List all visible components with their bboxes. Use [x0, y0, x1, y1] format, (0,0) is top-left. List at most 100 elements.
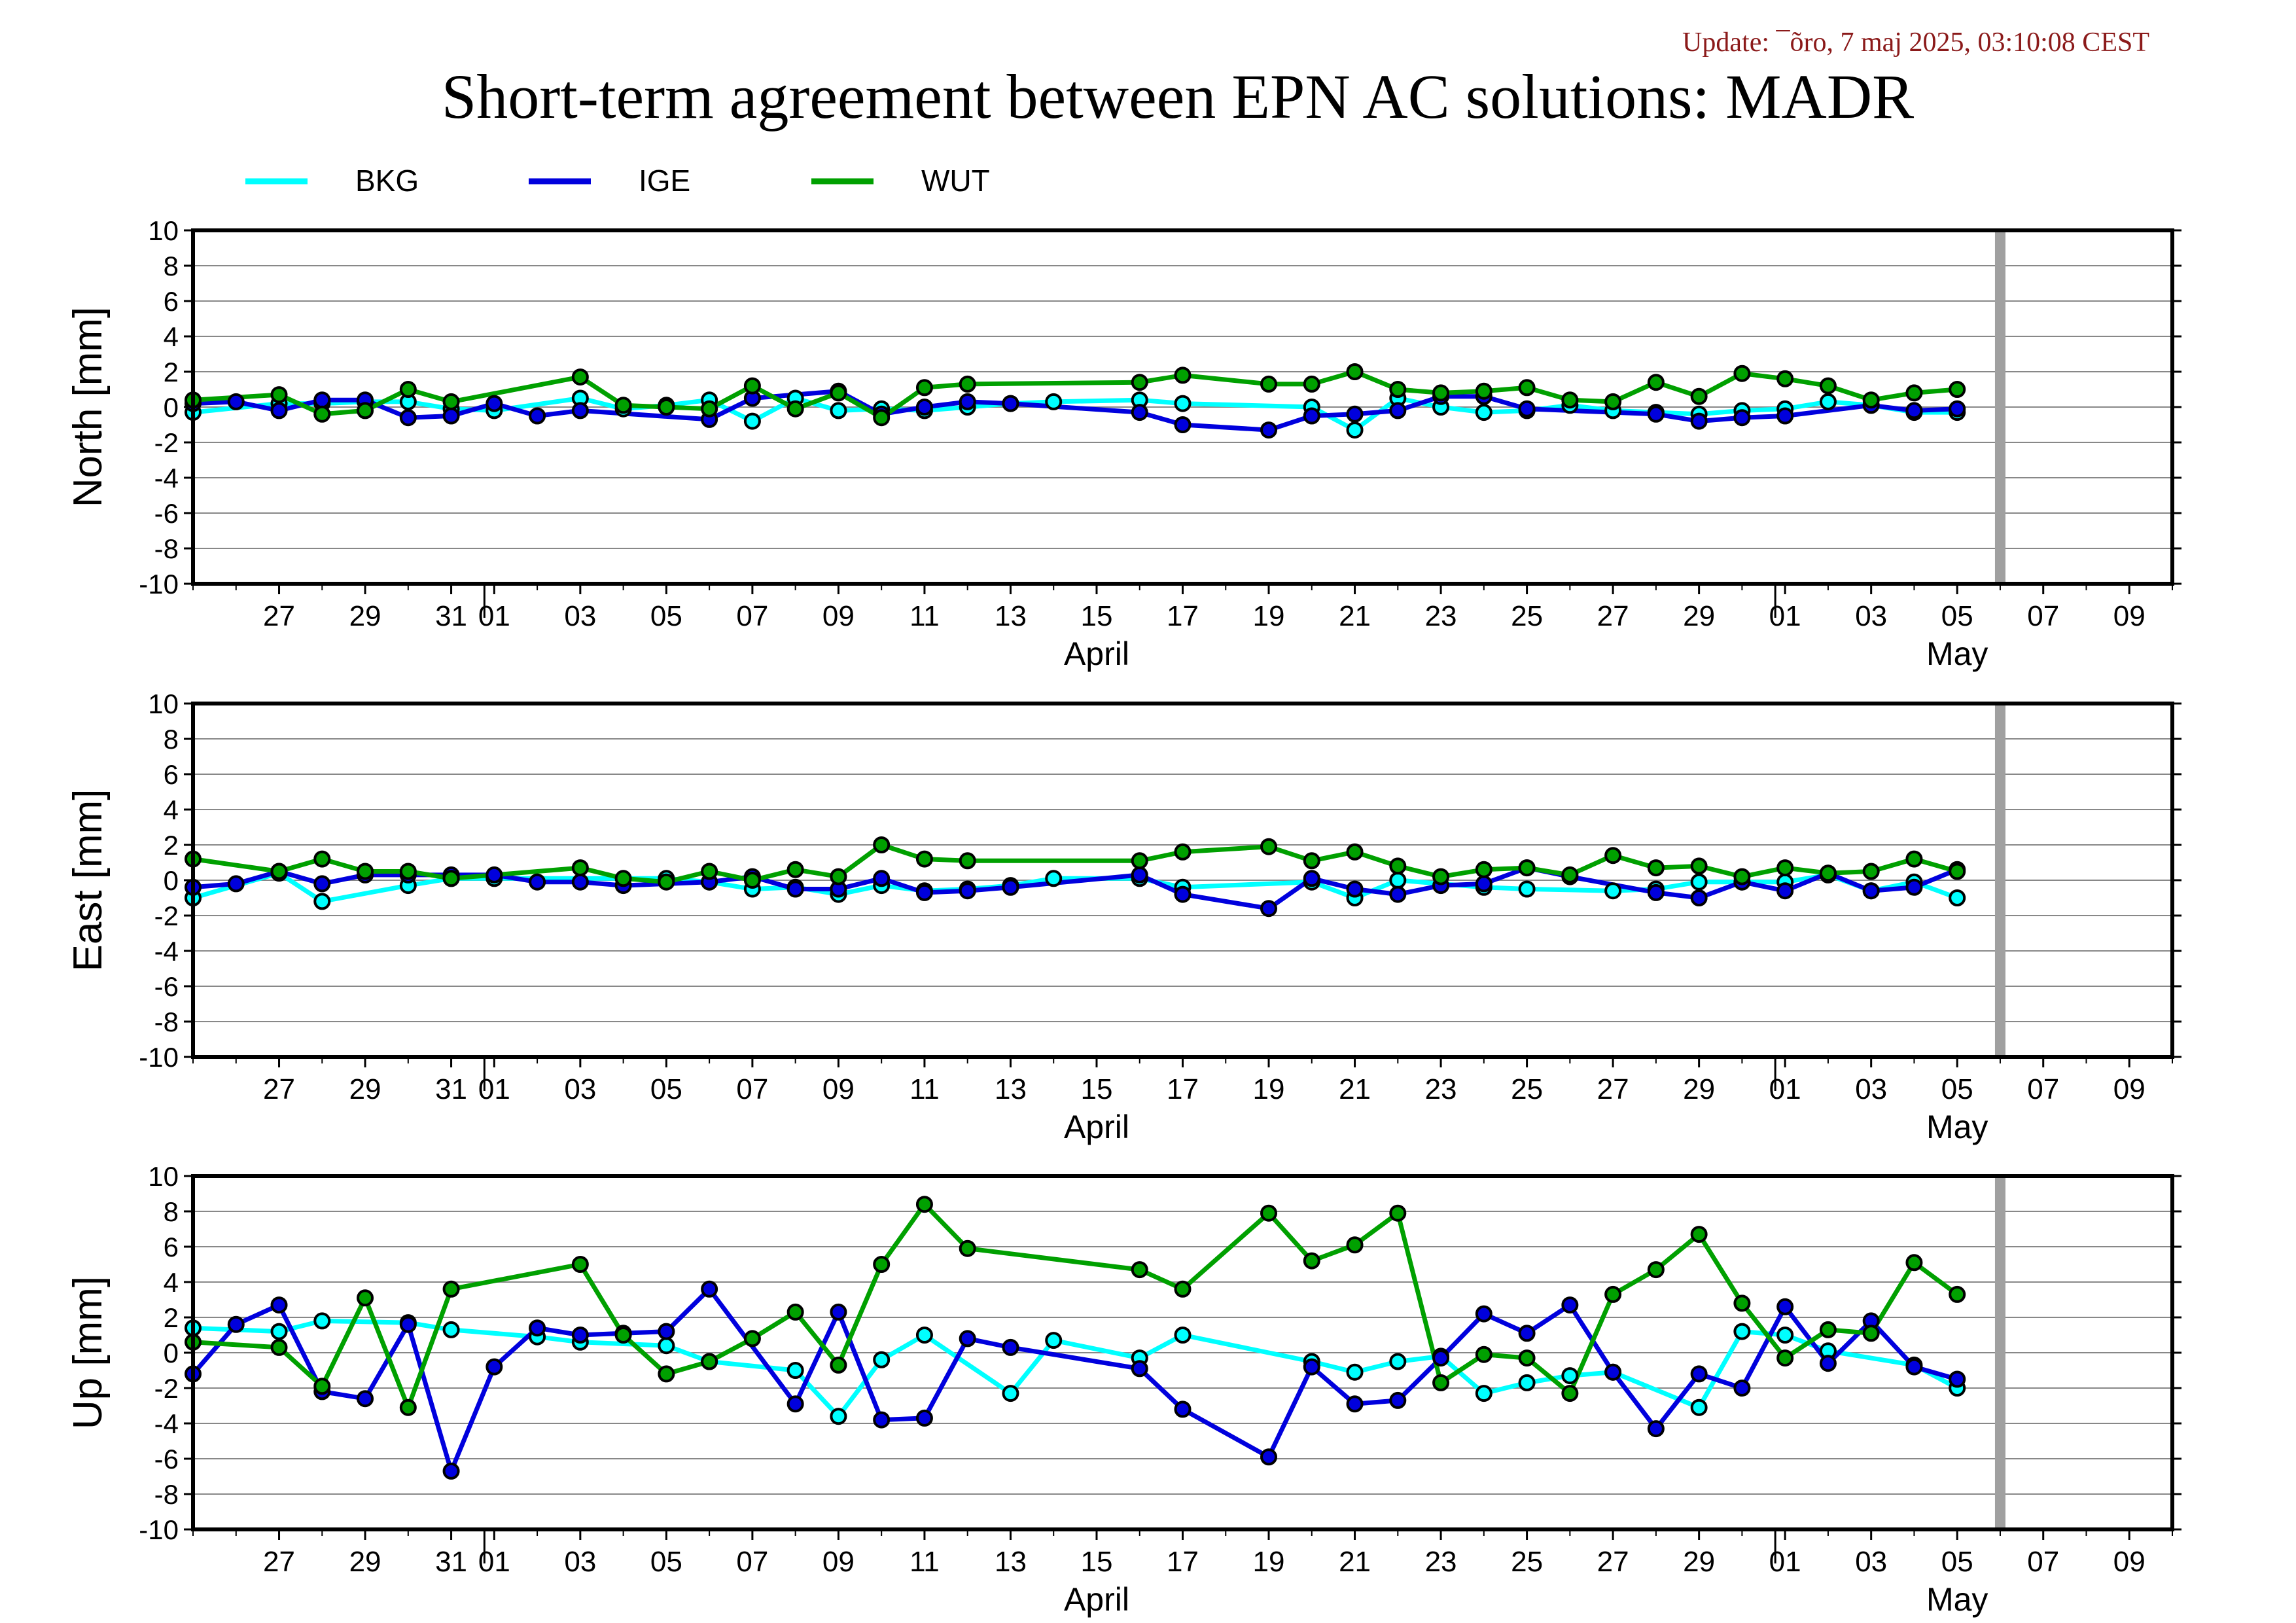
data-point-ige	[1260, 1448, 1278, 1466]
x-tick-label: 09	[822, 1546, 855, 1578]
data-point-bkg	[1518, 880, 1536, 898]
data-point-ige	[915, 883, 933, 901]
data-point-wut	[1819, 1321, 1837, 1338]
data-point-ige	[571, 873, 589, 891]
data-point-bkg	[1045, 870, 1063, 887]
data-point-wut	[915, 1196, 933, 1213]
data-point-ige	[915, 399, 933, 416]
data-point-wut	[399, 1399, 417, 1416]
y-tick-label: 6	[164, 759, 179, 790]
x-tick-label: 17	[1167, 1073, 1199, 1105]
x-tick-label: 17	[1167, 1546, 1199, 1578]
data-point-wut	[1389, 1204, 1407, 1222]
y-tick-label: 4	[164, 794, 179, 825]
y-tick-label: -8	[154, 1479, 179, 1510]
data-point-ige	[1475, 875, 1492, 893]
x-tick-label: 09	[822, 1073, 855, 1105]
plot-frame	[191, 702, 2174, 1059]
data-point-wut	[399, 381, 417, 398]
data-point-ige	[1002, 395, 1019, 412]
data-point-wut	[1905, 384, 1923, 402]
data-point-wut	[1432, 384, 1450, 402]
y-tick-label: -6	[154, 1444, 179, 1474]
data-point-ige	[1303, 870, 1320, 887]
x-tick-label: 03	[564, 600, 596, 632]
x-tick-label: 03	[1855, 1073, 1887, 1105]
y-axis-label: North [mm]	[65, 307, 111, 508]
data-point-bkg	[1518, 1374, 1536, 1391]
data-point-bkg	[1819, 393, 1837, 410]
data-point-bkg	[1002, 1385, 1019, 1402]
data-point-ige	[1561, 1296, 1579, 1314]
x-tick-label: 29	[1683, 1546, 1715, 1578]
data-point-bkg	[743, 412, 761, 430]
y-tick-label: 10	[148, 688, 179, 719]
data-point-wut	[1776, 370, 1794, 387]
x-tick-label: 19	[1253, 600, 1285, 632]
x-tick-label: 03	[564, 1073, 596, 1105]
y-axis-label: Up [mm]	[65, 1276, 111, 1429]
y-tick-label: -4	[154, 936, 179, 967]
month-label: April	[1064, 635, 1129, 672]
x-tick-label: 21	[1339, 600, 1371, 632]
data-point-wut	[915, 379, 933, 397]
data-point-wut	[1174, 366, 1192, 384]
data-point-wut	[830, 1356, 847, 1374]
x-tick-label: 05	[1941, 1073, 1973, 1105]
data-point-wut	[442, 870, 460, 887]
data-point-wut	[1131, 1261, 1148, 1279]
x-tick-label: 03	[564, 1546, 596, 1578]
data-point-wut	[1949, 863, 1966, 880]
data-point-wut	[1432, 1374, 1450, 1391]
data-point-wut	[1604, 393, 1622, 410]
data-point-wut	[658, 873, 675, 891]
data-point-wut	[915, 850, 933, 868]
data-point-wut	[614, 397, 632, 414]
data-point-ige	[1647, 883, 1665, 901]
data-point-wut	[1518, 1349, 1536, 1367]
data-point-wut	[959, 375, 976, 393]
data-point-ige	[1690, 412, 1708, 430]
data-point-ige	[959, 393, 976, 410]
y-tick-label: 4	[164, 321, 179, 352]
data-point-wut	[1389, 857, 1407, 875]
data-point-bkg	[830, 402, 847, 419]
x-tick-label: 03	[1855, 600, 1887, 632]
y-tick-label: 0	[164, 865, 179, 896]
panels: 10 8 6 4 2 0 -2 -4 -6 -8 -10 North [mm] 27 29 31 01 03 05…	[65, 215, 2181, 1618]
legend-item-wut: WUT	[811, 164, 990, 198]
data-point-ige	[1131, 404, 1148, 421]
data-point-wut	[1303, 375, 1320, 393]
data-point-ige	[786, 880, 804, 898]
data-point-ige	[529, 407, 546, 425]
data-point-ige	[399, 409, 417, 427]
x-tick-label: 15	[1081, 600, 1113, 632]
data-point-wut	[1131, 374, 1148, 391]
x-tick-label: 05	[650, 1073, 682, 1105]
data-point-wut	[571, 1256, 589, 1273]
data-point-wut	[1346, 363, 1364, 380]
data-point-wut	[1862, 863, 1880, 880]
data-point-bkg	[1174, 395, 1192, 412]
y-tick-label: 0	[164, 1338, 179, 1368]
x-tick-label: 09	[2113, 1546, 2146, 1578]
data-point-wut	[786, 400, 804, 418]
data-point-ige	[1905, 402, 1923, 419]
data-point-wut	[1131, 852, 1148, 870]
x-tick-label: 13	[995, 600, 1027, 632]
x-tick-label: 01	[478, 600, 510, 632]
x-tick-label: 07	[2027, 600, 2059, 632]
data-point-wut	[357, 1289, 374, 1307]
data-point-ige	[442, 1462, 460, 1480]
data-point-wut	[1475, 1346, 1492, 1363]
x-tick-label: 23	[1425, 1073, 1457, 1105]
x-tick-label: 19	[1253, 1073, 1285, 1105]
data-point-bkg	[1389, 1353, 1407, 1370]
data-point-ige	[1690, 889, 1708, 906]
data-point-wut	[786, 861, 804, 878]
data-point-ige	[1776, 1298, 1794, 1315]
series-line-ige	[191, 1287, 1958, 1474]
legend-label: IGE	[639, 164, 690, 198]
data-point-wut	[1604, 847, 1622, 865]
